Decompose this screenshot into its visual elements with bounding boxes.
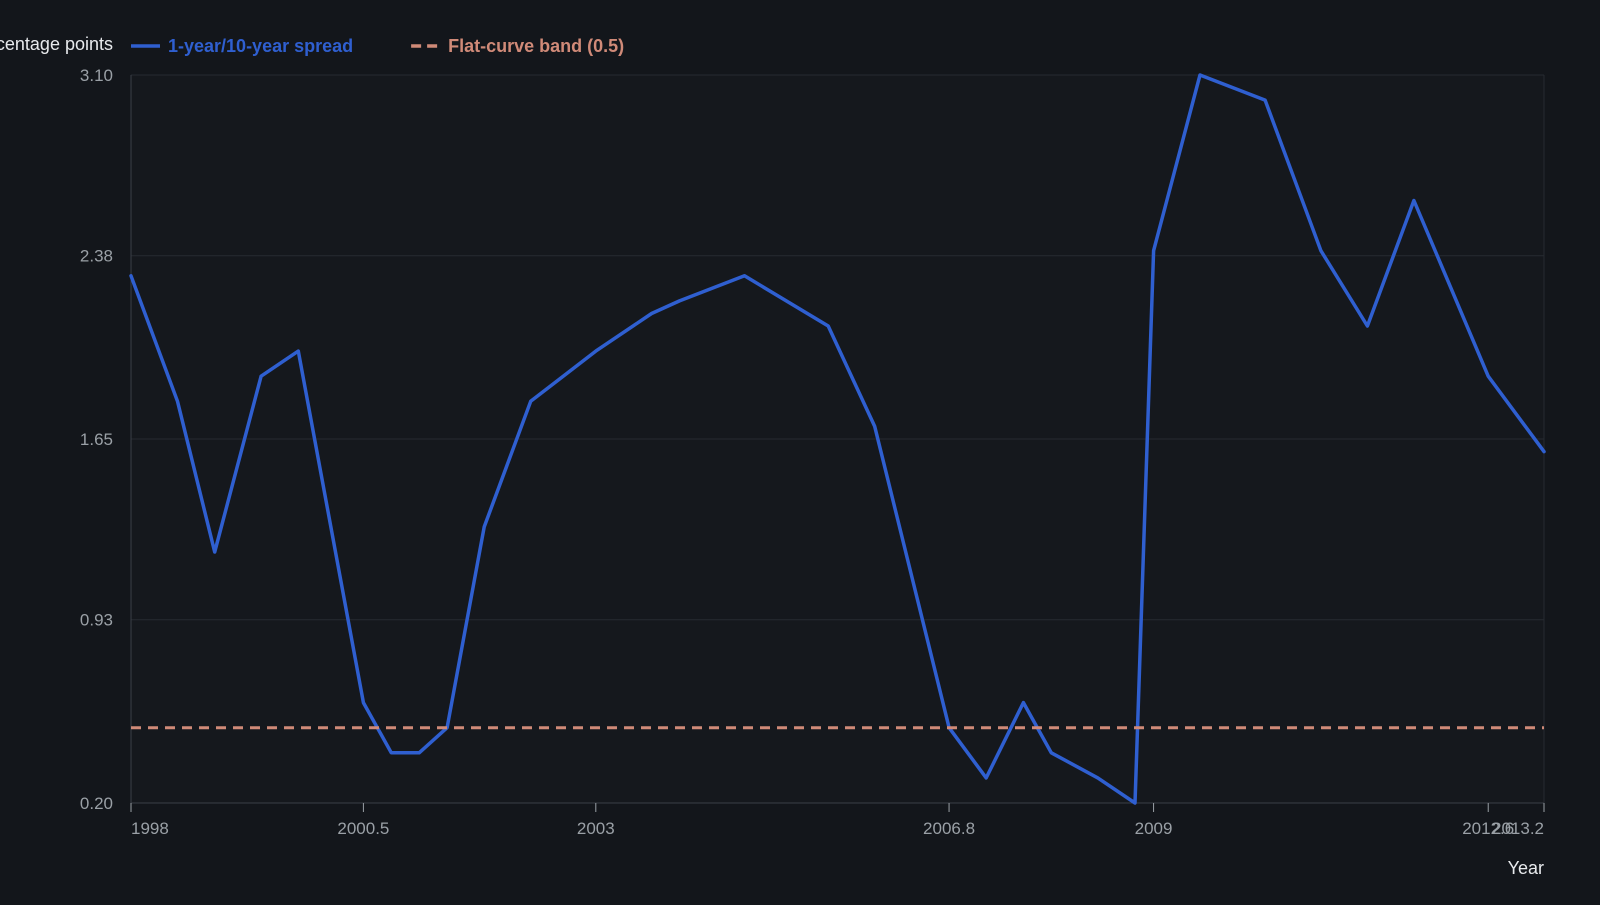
y-tick-label: 0.93 (80, 611, 113, 630)
axes: 0.20 0.93 1.65 2.38 3.10 1998 2000.5 2003 2006.8… (80, 66, 1545, 838)
y-tick-label: 0.20 (80, 794, 113, 813)
spread-series-line (129, 73, 1546, 805)
x-tick-label: 2003 (577, 819, 615, 838)
y-tick-label: 1.65 (80, 430, 113, 449)
legend-label: 1-year/10-year spread (168, 36, 353, 56)
x-tick-label: 2000.5 (337, 819, 389, 838)
legend: 1-year/10-year spread Flat-curve band (0.… (131, 36, 624, 56)
x-axis-title: Year (1508, 858, 1544, 878)
y-tick-label: 2.38 (80, 247, 113, 266)
x-tick-label: 2013.2 (1492, 819, 1544, 838)
x-tick-label: 2006.8 (923, 819, 975, 838)
series-lines (129, 73, 1546, 805)
x-tick-label: 2012.6 (1462, 819, 1514, 838)
y-tick-label: 3.10 (80, 66, 113, 85)
x-tick-label: 2009 (1135, 819, 1173, 838)
legend-label: Flat-curve band (0.5) (448, 36, 624, 56)
x-tick-label: 1998 (131, 819, 169, 838)
y-axis-title: Percentage points (0, 34, 113, 54)
